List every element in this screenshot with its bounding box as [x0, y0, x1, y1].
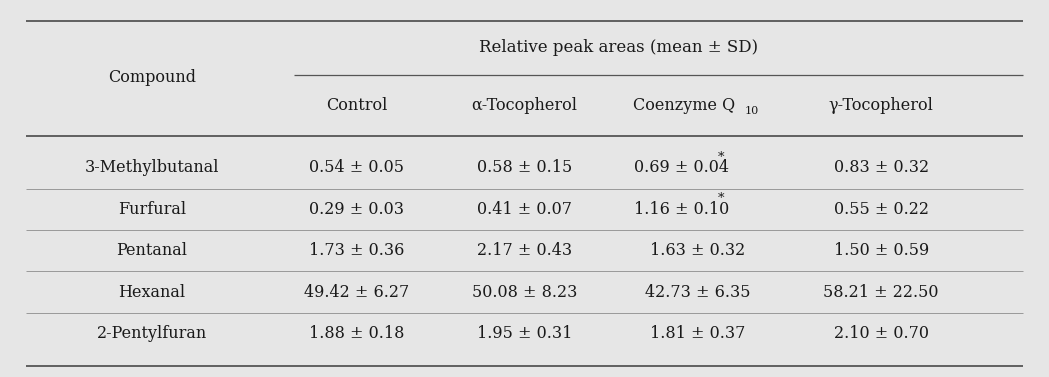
Text: Furfural: Furfural	[119, 201, 186, 218]
Text: 1.95 ± 0.31: 1.95 ± 0.31	[477, 325, 572, 342]
Text: 58.21 ± 22.50: 58.21 ± 22.50	[823, 284, 939, 301]
Text: 1.88 ± 0.18: 1.88 ± 0.18	[309, 325, 404, 342]
Text: 2.10 ± 0.70: 2.10 ± 0.70	[834, 325, 928, 342]
Text: 1.50 ± 0.59: 1.50 ± 0.59	[834, 242, 928, 259]
Text: *: *	[718, 151, 724, 164]
Text: 49.42 ± 6.27: 49.42 ± 6.27	[304, 284, 409, 301]
Text: 3-Methylbutanal: 3-Methylbutanal	[85, 159, 219, 176]
Text: 2.17 ± 0.43: 2.17 ± 0.43	[477, 242, 572, 259]
Text: 0.58 ± 0.15: 0.58 ± 0.15	[477, 159, 572, 176]
Text: 2-Pentylfuran: 2-Pentylfuran	[97, 325, 208, 342]
Text: 0.83 ± 0.32: 0.83 ± 0.32	[834, 159, 928, 176]
Text: 50.08 ± 8.23: 50.08 ± 8.23	[472, 284, 577, 301]
Text: Pentanal: Pentanal	[116, 242, 188, 259]
Text: α-Tocopherol: α-Tocopherol	[471, 97, 578, 114]
Text: γ-Tocopherol: γ-Tocopherol	[829, 97, 934, 114]
Text: 0.54 ± 0.05: 0.54 ± 0.05	[309, 159, 404, 176]
Text: 1.63 ± 0.32: 1.63 ± 0.32	[650, 242, 745, 259]
Text: 42.73 ± 6.35: 42.73 ± 6.35	[645, 284, 750, 301]
Text: Hexanal: Hexanal	[119, 284, 186, 301]
Text: 1.81 ± 0.37: 1.81 ± 0.37	[650, 325, 745, 342]
Text: 0.69 ± 0.04: 0.69 ± 0.04	[635, 159, 729, 176]
Text: 0.55 ± 0.22: 0.55 ± 0.22	[834, 201, 928, 218]
Text: Relative peak areas (mean ± SD): Relative peak areas (mean ± SD)	[479, 38, 758, 56]
Text: *: *	[718, 192, 724, 205]
Text: Coenzyme Q: Coenzyme Q	[633, 97, 735, 114]
Text: 1.73 ± 0.36: 1.73 ± 0.36	[309, 242, 404, 259]
Text: 1.16 ± 0.10: 1.16 ± 0.10	[635, 201, 729, 218]
Text: Control: Control	[326, 97, 387, 114]
Text: 10: 10	[745, 106, 759, 116]
Text: Compound: Compound	[108, 69, 196, 86]
Text: 0.29 ± 0.03: 0.29 ± 0.03	[309, 201, 404, 218]
Text: 0.41 ± 0.07: 0.41 ± 0.07	[477, 201, 572, 218]
